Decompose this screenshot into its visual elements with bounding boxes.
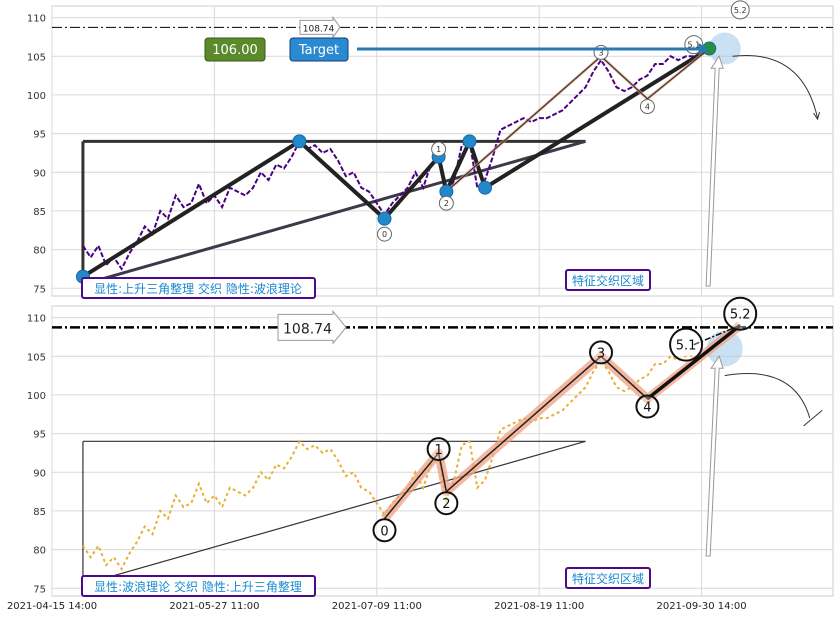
wave-label-circle xyxy=(589,340,614,365)
x-tick-label: 2021-08-19 11:00 xyxy=(494,601,584,612)
y-tick-label: 85 xyxy=(33,507,46,518)
top-panel: 75 80 85 90 95 100 105 110 108.74 0 1 2 3 4 5.1 5.2 106.… xyxy=(27,0,834,299)
y-tick-label: 95 xyxy=(33,430,46,441)
wave-label: 3 xyxy=(597,346,605,361)
x-tick-label: 2021-09-30 14:00 xyxy=(656,601,746,612)
y-tick-label: 105 xyxy=(27,352,46,363)
y-tick-label: 90 xyxy=(33,468,46,479)
wave-label: 4 xyxy=(643,401,651,416)
bottom-panel: 75 80 85 90 95 100 105 110 108.74 0 1 2 3 4 5.1 5.2 特征交织… xyxy=(27,296,834,597)
level-arrow xyxy=(299,15,341,39)
wave-label: 2 xyxy=(444,199,449,208)
projection-arrowhead xyxy=(813,111,821,121)
wave-label: 1 xyxy=(434,443,442,458)
wave-label-circle xyxy=(426,437,451,462)
y-tick-label: 85 xyxy=(33,207,46,218)
pattern-caption-box xyxy=(81,277,316,299)
triangle-support-line xyxy=(82,440,586,585)
y-tick-label: 95 xyxy=(33,130,46,141)
wave-label: 5.2 xyxy=(730,308,751,323)
y-tick-label: 80 xyxy=(33,546,46,557)
zone-label: 特征交织区域 xyxy=(572,571,644,586)
wave-label: 2 xyxy=(442,497,450,512)
wave-label-circle xyxy=(730,0,750,20)
pattern-point xyxy=(462,134,477,149)
pattern-point xyxy=(377,211,392,226)
pattern-caption: 显性:上升三角整理 交织 隐性:波浪理论 xyxy=(94,281,302,296)
projection-curve xyxy=(732,55,819,119)
wave-label-circle xyxy=(723,296,758,331)
x-tick-label: 2021-04-15 14:00 xyxy=(7,601,97,612)
zone-label-box xyxy=(565,567,651,589)
y-tick-label: 75 xyxy=(33,584,46,595)
wave-label-circle xyxy=(431,141,447,157)
target-value: 106.00 xyxy=(212,43,258,58)
wave-label-circle xyxy=(434,491,459,516)
price-line xyxy=(82,55,694,271)
wave-label: 3 xyxy=(598,48,603,57)
pattern-caption-box xyxy=(81,575,316,597)
x-axis: 2021-04-15 14:00 2021-05-27 11:00 2021-07-… xyxy=(7,601,747,612)
pattern-caption: 显性:波浪理论 交织 隐性:上升三角整理 xyxy=(94,579,302,594)
wave-label-circle xyxy=(438,195,454,211)
level-arrow xyxy=(277,309,347,345)
projection-curve xyxy=(724,373,811,419)
projection-bar xyxy=(803,410,823,427)
y-tick-label: 110 xyxy=(27,314,46,325)
y-tick-label: 80 xyxy=(33,246,46,257)
wave-label: 4 xyxy=(645,103,650,112)
wave-label: 0 xyxy=(382,230,387,239)
level-arrow-label: 108.74 xyxy=(283,321,332,337)
level-arrow-label: 108.74 xyxy=(303,24,335,34)
wave-label: 5.2 xyxy=(734,6,747,15)
target-label-box xyxy=(289,37,349,62)
wave-label: 5.1 xyxy=(687,41,700,50)
y-tick-label: 110 xyxy=(27,14,46,25)
y-tick-label: 100 xyxy=(27,91,46,102)
wave-label: 0 xyxy=(380,524,388,539)
y-tick-label: 75 xyxy=(33,284,46,295)
target-value-box xyxy=(204,37,266,62)
wave-label: 1 xyxy=(436,145,441,154)
y-tick-label: 100 xyxy=(27,391,46,402)
target-arrow-head xyxy=(698,43,710,55)
triangle-support-line xyxy=(82,139,586,286)
wave-label-circle xyxy=(635,394,660,419)
wave-label: 5.1 xyxy=(676,339,697,354)
target-label: Target xyxy=(298,43,339,58)
wave-label-circle xyxy=(669,327,704,362)
pattern-point xyxy=(478,180,493,195)
wave-line xyxy=(445,48,710,193)
wave-label-circle xyxy=(639,99,655,115)
wave-label-circle xyxy=(377,226,393,242)
y-tick-label: 90 xyxy=(33,168,46,179)
pattern-point xyxy=(292,134,307,149)
x-tick-label: 2021-05-27 11:00 xyxy=(169,601,259,612)
zone-label-box xyxy=(565,269,651,291)
zone-pointer-arrow xyxy=(705,55,724,287)
triangle-pattern-line xyxy=(81,46,711,279)
zone-pointer-arrow xyxy=(705,355,724,557)
wave-label-circle xyxy=(372,518,397,543)
zone-label: 特征交织区域 xyxy=(572,273,644,288)
wave-final-leg xyxy=(646,323,742,401)
x-tick-label: 2021-07-09 11:00 xyxy=(332,601,422,612)
y-tick-label: 105 xyxy=(27,52,46,63)
